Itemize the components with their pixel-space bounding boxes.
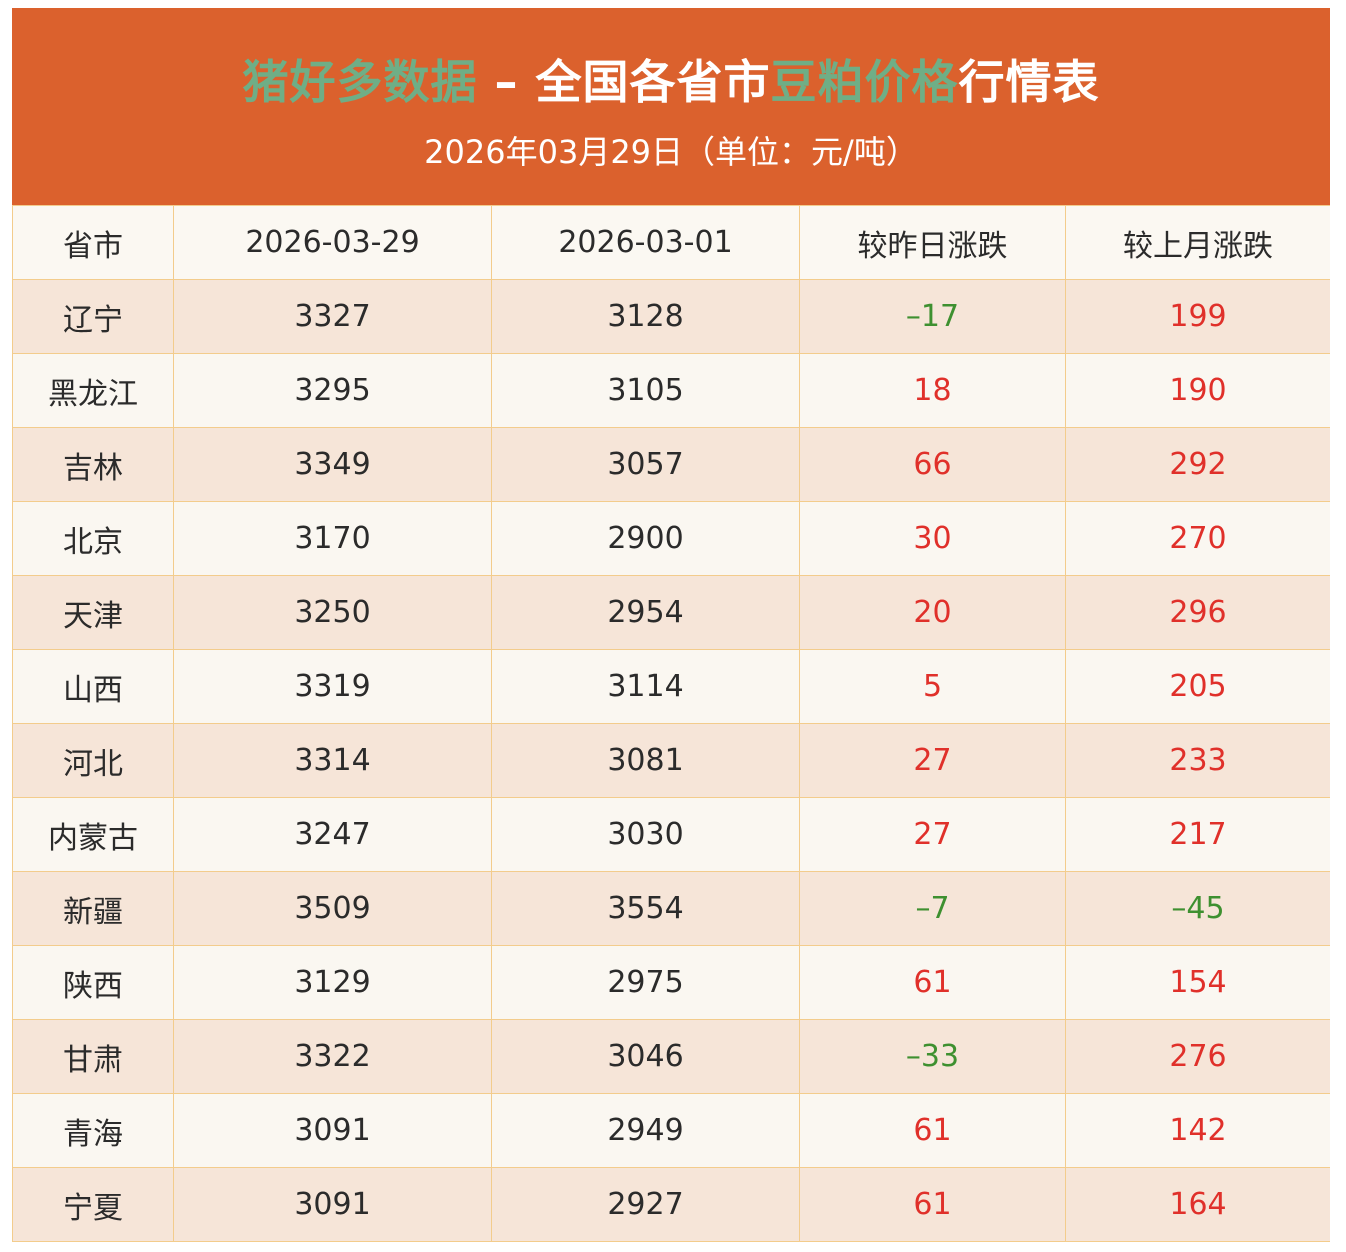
column-header-today: 2026-03-29 [173, 205, 492, 280]
cell-prev-month-price: 3128 [491, 279, 800, 354]
cell-day-change: –17 [799, 279, 1066, 354]
title-brand: 猪好多数据 [242, 55, 478, 109]
cell-province: 黑龙江 [12, 353, 174, 428]
page-title: 猪好多数据 – 全国各省市豆粕价格行情表 [12, 8, 1330, 112]
cell-month-change: 270 [1065, 501, 1330, 576]
column-header-day-change: 较昨日涨跌 [799, 205, 1066, 280]
cell-day-change: –7 [799, 871, 1066, 946]
price-table: 省市 2026-03-29 2026-03-01 较昨日涨跌 较上月涨跌 辽宁 3… [12, 205, 1330, 1242]
cell-province: 陕西 [12, 945, 174, 1020]
cell-day-change: 61 [799, 1093, 1066, 1168]
cell-today-price: 3295 [173, 353, 492, 428]
table-row: 河北 3314 3081 27 233 [12, 723, 1330, 798]
cell-month-change: 217 [1065, 797, 1330, 872]
title-middle: – 全国各省市 [477, 55, 771, 109]
table-header-row: 省市 2026-03-29 2026-03-01 较昨日涨跌 较上月涨跌 [12, 205, 1330, 280]
cell-month-change: 190 [1065, 353, 1330, 428]
cell-day-change: 61 [799, 1167, 1066, 1242]
cell-month-change: 296 [1065, 575, 1330, 650]
cell-day-change: 61 [799, 945, 1066, 1020]
cell-prev-month-price: 2900 [491, 501, 800, 576]
table-body: 辽宁 3327 3128 –17 199 黑龙江 3295 3105 18 190 吉林 3349 30… [12, 279, 1330, 1242]
cell-today-price: 3327 [173, 279, 492, 354]
cell-province: 内蒙古 [12, 797, 174, 872]
title-product: 豆粕价格 [770, 55, 959, 109]
cell-month-change: 142 [1065, 1093, 1330, 1168]
cell-month-change: 276 [1065, 1019, 1330, 1094]
cell-province: 天津 [12, 575, 174, 650]
cell-day-change: 18 [799, 353, 1066, 428]
cell-prev-month-price: 3057 [491, 427, 800, 502]
cell-today-price: 3322 [173, 1019, 492, 1094]
cell-prev-month-price: 2927 [491, 1167, 800, 1242]
cell-day-change: 30 [799, 501, 1066, 576]
cell-month-change: 233 [1065, 723, 1330, 798]
cell-prev-month-price: 2954 [491, 575, 800, 650]
cell-today-price: 3170 [173, 501, 492, 576]
cell-month-change: 199 [1065, 279, 1330, 354]
cell-today-price: 3319 [173, 649, 492, 724]
cell-day-change: –33 [799, 1019, 1066, 1094]
table-row: 宁夏 3091 2927 61 164 [12, 1167, 1330, 1242]
cell-province: 青海 [12, 1093, 174, 1168]
table-row: 黑龙江 3295 3105 18 190 [12, 353, 1330, 428]
cell-today-price: 3129 [173, 945, 492, 1020]
column-header-prev-month: 2026-03-01 [491, 205, 800, 280]
page-subtitle: 2026年03月29日（单位：元/吨） [424, 133, 918, 171]
cell-prev-month-price: 3030 [491, 797, 800, 872]
cell-today-price: 3091 [173, 1093, 492, 1168]
cell-today-price: 3509 [173, 871, 492, 946]
cell-today-price: 3247 [173, 797, 492, 872]
column-header-province: 省市 [12, 205, 174, 280]
cell-today-price: 3091 [173, 1167, 492, 1242]
cell-day-change: 27 [799, 797, 1066, 872]
table-row: 甘肃 3322 3046 –33 276 [12, 1019, 1330, 1094]
cell-province: 新疆 [12, 871, 174, 946]
cell-prev-month-price: 3114 [491, 649, 800, 724]
cell-province: 甘肃 [12, 1019, 174, 1094]
cell-month-change: –45 [1065, 871, 1330, 946]
cell-prev-month-price: 3105 [491, 353, 800, 428]
cell-today-price: 3314 [173, 723, 492, 798]
cell-month-change: 205 [1065, 649, 1330, 724]
cell-month-change: 154 [1065, 945, 1330, 1020]
header-banner: 猪好多数据 – 全国各省市豆粕价格行情表 2026年03月29日（单位：元/吨） [12, 8, 1330, 205]
cell-prev-month-price: 2949 [491, 1093, 800, 1168]
cell-province: 吉林 [12, 427, 174, 502]
table-row: 青海 3091 2949 61 142 [12, 1093, 1330, 1168]
cell-day-change: 27 [799, 723, 1066, 798]
cell-province: 河北 [12, 723, 174, 798]
table-row: 新疆 3509 3554 –7 –45 [12, 871, 1330, 946]
table-row: 天津 3250 2954 20 296 [12, 575, 1330, 650]
cell-day-change: 66 [799, 427, 1066, 502]
cell-province: 山西 [12, 649, 174, 724]
table-row: 内蒙古 3247 3030 27 217 [12, 797, 1330, 872]
cell-day-change: 5 [799, 649, 1066, 724]
title-suffix: 行情表 [958, 55, 1100, 109]
column-header-month-change: 较上月涨跌 [1065, 205, 1330, 280]
cell-province: 北京 [12, 501, 174, 576]
cell-month-change: 292 [1065, 427, 1330, 502]
cell-prev-month-price: 2975 [491, 945, 800, 1020]
cell-prev-month-price: 3554 [491, 871, 800, 946]
cell-today-price: 3349 [173, 427, 492, 502]
cell-day-change: 20 [799, 575, 1066, 650]
table-row: 陕西 3129 2975 61 154 [12, 945, 1330, 1020]
cell-prev-month-price: 3046 [491, 1019, 800, 1094]
cell-province: 辽宁 [12, 279, 174, 354]
cell-prev-month-price: 3081 [491, 723, 800, 798]
table-row: 辽宁 3327 3128 –17 199 [12, 279, 1330, 354]
table-row: 山西 3319 3114 5 205 [12, 649, 1330, 724]
cell-province: 宁夏 [12, 1167, 174, 1242]
table-row: 吉林 3349 3057 66 292 [12, 427, 1330, 502]
cell-month-change: 164 [1065, 1167, 1330, 1242]
cell-today-price: 3250 [173, 575, 492, 650]
table-row: 北京 3170 2900 30 270 [12, 501, 1330, 576]
price-card: 猪好多数据 – 全国各省市豆粕价格行情表 2026年03月29日（单位：元/吨）… [12, 8, 1330, 1252]
